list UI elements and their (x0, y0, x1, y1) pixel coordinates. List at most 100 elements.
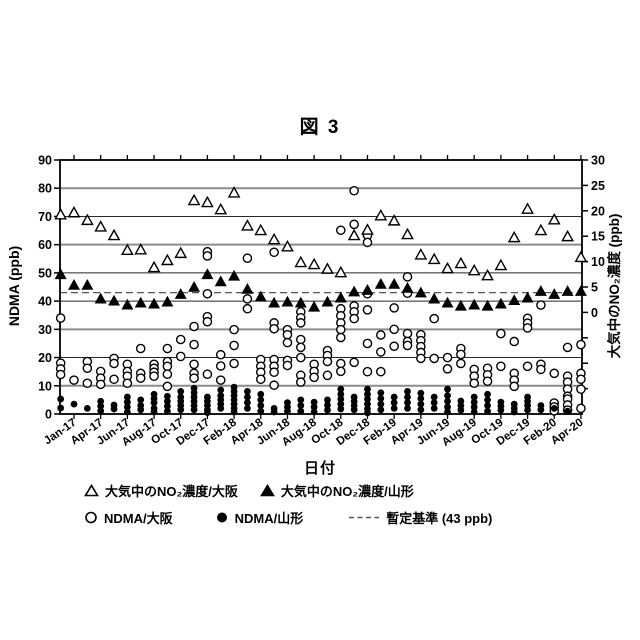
point-open-circle (335, 366, 346, 377)
point-open-circle (456, 358, 466, 369)
point-open-circle (229, 340, 239, 351)
point-filled-circle (510, 408, 518, 416)
point-filled-circle (417, 406, 425, 414)
dashed-line-icon (349, 516, 380, 519)
point-filled-triangle (401, 282, 414, 293)
point-open-circle (362, 366, 373, 377)
point-filled-circle (377, 400, 385, 408)
point-filled-circle (310, 408, 318, 416)
point-open-circle (562, 342, 573, 353)
point-filled-circle (244, 388, 251, 395)
point-open-triangle (454, 256, 468, 269)
open-triangle-icon (84, 484, 99, 497)
point-filled-triangle (494, 297, 507, 309)
point-open-circle (576, 403, 586, 414)
point-open-circle (189, 373, 199, 383)
point-filled-circle (337, 390, 345, 398)
legend-label: NDMA/山形 (234, 511, 304, 526)
point-filled-circle (484, 407, 491, 415)
point-open-circle (349, 357, 359, 368)
point-filled-triangle (161, 295, 174, 307)
point-open-triangle (160, 253, 174, 266)
right-tick-label: 0 (591, 306, 598, 320)
point-open-circle (389, 341, 399, 352)
point-open-triangle (134, 243, 148, 255)
point-open-circle (82, 363, 93, 374)
legend-row-2: NDMA/大阪 暫定基準 (43 ppb) NDMA/山形 暫定基準 (43 p… (84, 508, 492, 527)
point-filled-triangle (361, 284, 374, 295)
point-filled-triangle (254, 290, 267, 302)
point-open-circle (229, 358, 239, 369)
point-open-triangle (361, 223, 374, 235)
point-open-triangle (401, 227, 414, 240)
point-filled-triangle (68, 278, 80, 290)
point-filled-circle (324, 396, 331, 404)
point-open-circle (162, 361, 173, 372)
point-filled-triangle (374, 277, 387, 289)
point-filled-circle (97, 407, 105, 415)
point-filled-circle (430, 399, 438, 407)
point-filled-triangle (348, 285, 361, 297)
point-open-circle (335, 332, 346, 343)
point-open-circle (295, 318, 306, 328)
point-open-circle (402, 328, 413, 339)
point-filled-triangle (481, 299, 494, 311)
point-filled-circle (57, 395, 65, 403)
point-open-circle (122, 378, 133, 389)
point-filled-triangle (548, 288, 561, 299)
point-filled-triangle (388, 277, 401, 289)
point-filled-circle (377, 406, 385, 414)
right-tick-label: 10 (591, 255, 605, 269)
point-open-circle (509, 336, 520, 347)
point-open-triangle (107, 228, 121, 241)
point-filled-circle (564, 407, 571, 415)
point-open-triangle (347, 228, 361, 241)
point-open-circle (442, 364, 453, 374)
legend-item-no2-yamagata: 大気中のNO₂濃度/山形 (259, 481, 414, 500)
point-open-circle (255, 374, 266, 385)
point-filled-circle (244, 393, 251, 401)
point-open-circle (242, 294, 253, 304)
point-open-triangle (334, 265, 348, 278)
point-filled-circle (364, 395, 371, 403)
point-filled-circle (537, 406, 545, 414)
point-filled-triangle (121, 298, 134, 310)
point-filled-triangle (54, 268, 67, 280)
point-open-circle (402, 340, 413, 351)
point-filled-triangle (241, 283, 254, 294)
point-open-circle (416, 353, 426, 364)
right-axis-title: 大気中のNO₂濃度 (ppb) (607, 213, 622, 359)
left-tick-label: 50 (38, 266, 52, 280)
point-open-circle (482, 376, 493, 387)
point-filled-circle (177, 406, 185, 414)
point-open-circle (109, 358, 119, 369)
point-filled-circle (297, 402, 305, 409)
point-open-circle (322, 356, 333, 367)
point-filled-circle (377, 389, 385, 397)
point-open-triangle (387, 214, 401, 226)
point-open-circle (442, 352, 453, 363)
point-open-circle (295, 334, 306, 345)
point-filled-triangle (521, 291, 534, 303)
point-filled-circle (550, 404, 558, 412)
point-filled-circle (123, 393, 131, 401)
point-filled-circle (257, 390, 265, 398)
point-filled-triangle (414, 286, 427, 298)
point-open-circle (549, 368, 560, 379)
point-filled-circle (364, 390, 371, 398)
point-filled-circle (83, 404, 91, 412)
point-open-circle (202, 251, 213, 261)
point-filled-circle (390, 404, 398, 412)
point-filled-circle (497, 406, 505, 414)
point-filled-circle (123, 403, 131, 411)
point-filled-circle (97, 402, 105, 410)
point-open-triangle (534, 223, 548, 236)
point-filled-triangle (561, 285, 574, 296)
point-open-circle (269, 367, 279, 378)
point-filled-circle (310, 398, 318, 406)
point-filled-circle (297, 407, 305, 415)
left-tick-label: 90 (38, 154, 52, 168)
point-open-circle (362, 305, 373, 315)
point-open-circle (175, 351, 186, 362)
point-filled-circle (524, 406, 531, 414)
